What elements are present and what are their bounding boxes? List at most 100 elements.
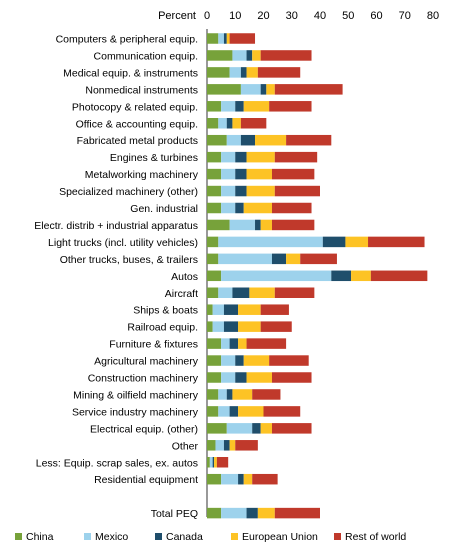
bar-segment-mexico: [226, 134, 241, 146]
bar-segment-canada: [235, 355, 244, 366]
bar-segment-china: [207, 134, 227, 146]
bar-segment-european-union: [255, 134, 287, 146]
bar-segment-rest-of-world: [246, 338, 287, 349]
x-axis-title: Percent: [158, 10, 196, 22]
category-label: Ships & boats: [133, 305, 198, 317]
bar-segment-mexico: [226, 423, 253, 434]
bar-segment-china: [207, 101, 222, 112]
bar-segment-european-union: [252, 50, 261, 61]
bar-segment-mexico: [229, 219, 256, 231]
bar-segment-european-union: [260, 423, 272, 434]
bar-segment-mexico: [232, 50, 247, 61]
bar-segment-china: [207, 473, 222, 485]
bar-segment-european-union: [238, 338, 247, 349]
category-label: Mining & oilfield machinery: [73, 389, 199, 401]
bar-segment-rest-of-world: [300, 253, 337, 265]
bar-segment-mexico: [218, 389, 227, 400]
bar-segment-rest-of-world: [260, 321, 292, 332]
bar-segment-china: [207, 457, 210, 468]
bar-segment-rest-of-world: [271, 202, 312, 214]
bar-segment-china: [207, 423, 227, 434]
bar-segment-mexico: [218, 253, 272, 265]
bar-segment-china: [207, 219, 230, 231]
bar-segment-rest-of-world: [271, 168, 315, 180]
bar-segment-canada: [260, 84, 267, 95]
bar-segment-european-union: [243, 473, 253, 485]
bar-segment-china: [207, 507, 222, 519]
bar-segment-china: [207, 253, 219, 265]
category-label: Aircraft: [165, 288, 198, 300]
bar-segment-china: [207, 236, 219, 248]
bar-segment-rest-of-world: [271, 423, 312, 434]
bar-segment-rest-of-world: [257, 67, 301, 78]
category-label: Photocopy & related equip.: [72, 101, 198, 113]
bar-segment-european-union: [243, 101, 270, 112]
bar-segment-rest-of-world: [274, 151, 318, 163]
category-label: Computers & peripheral equip.: [56, 34, 198, 46]
category-label: Construction machinery: [88, 373, 199, 385]
bar-segment-china: [207, 355, 222, 366]
bar-segment-canada: [235, 202, 244, 214]
category-labels: Computers & peripheral equip. Communicati…: [34, 34, 198, 521]
bar-segment-canada: [212, 457, 215, 468]
bar-segment-mexico: [221, 185, 236, 197]
legend-label-rest-of-world: Rest of world: [345, 531, 406, 543]
bar-segment-canada: [271, 253, 287, 265]
bar-segment-canada: [240, 134, 256, 146]
bar-segment-china: [207, 338, 222, 349]
legend-label-china: China: [26, 531, 54, 543]
category-label: Service industry machinery: [72, 406, 199, 418]
legend-label-european-union: European Union: [242, 531, 318, 543]
bar-segment-mexico: [212, 304, 224, 315]
category-label: Electrical equip. (other): [90, 423, 198, 435]
bar-segment-european-union: [345, 236, 369, 248]
x-tick-label: 60: [370, 10, 382, 22]
bar-segment-european-union: [243, 355, 270, 366]
bar-segment-canada: [232, 287, 250, 298]
bar-segment-mexico: [218, 287, 233, 298]
bar-segment-rest-of-world: [274, 84, 343, 95]
bar-segment-rest-of-world: [252, 473, 278, 485]
bar-segment-mexico: [221, 202, 236, 214]
bar-segment-canada: [252, 423, 261, 434]
bar-segments: [207, 33, 428, 519]
bar-segment-china: [207, 202, 222, 214]
bar-segment-mexico: [221, 270, 332, 282]
bar-segment-rest-of-world: [229, 33, 256, 44]
legend-swatch-china: [15, 533, 22, 540]
category-label: Autos: [171, 271, 198, 283]
bar-segment-china: [207, 372, 222, 383]
legend-swatch-canada: [155, 533, 162, 540]
x-tick-label: 20: [257, 10, 269, 22]
bar-segment-rest-of-world: [263, 406, 301, 417]
bar-segment-mexico: [221, 507, 247, 519]
bar-segment-mexico: [212, 321, 224, 332]
bar-segment-canada: [322, 236, 346, 248]
bar-segment-european-union: [257, 507, 275, 519]
bar-segment-european-union: [286, 253, 301, 265]
category-label: Agricultural machinery: [94, 356, 199, 368]
bar-segment-rest-of-world: [271, 372, 312, 383]
bar-segment-canada: [226, 389, 233, 400]
bar-segment-canada: [229, 338, 239, 349]
x-tick-label: 80: [427, 10, 439, 22]
bar-segment-canada: [246, 507, 258, 519]
bar-segment-rest-of-world: [260, 50, 312, 61]
bar-segment-rest-of-world: [240, 118, 267, 129]
bar-segment-china: [207, 287, 219, 298]
legend-label-mexico: Mexico: [95, 531, 128, 543]
bar-segment-rest-of-world: [252, 389, 281, 400]
bar-segment-rest-of-world: [286, 134, 332, 146]
bar-segment-rest-of-world: [216, 457, 229, 468]
bar-segment-mexico: [221, 101, 236, 112]
bar-segment-canada: [235, 372, 247, 383]
bar-segment-mexico: [221, 473, 239, 485]
category-label: Nonmedical instruments: [85, 84, 198, 96]
bar-segment-china: [207, 33, 219, 44]
bar-segment-canada: [240, 67, 247, 78]
legend-swatch-mexico: [84, 533, 91, 540]
bar-segment-china: [207, 440, 216, 451]
bar-segment-rest-of-world: [269, 101, 312, 112]
bar-segment-china: [207, 185, 222, 197]
